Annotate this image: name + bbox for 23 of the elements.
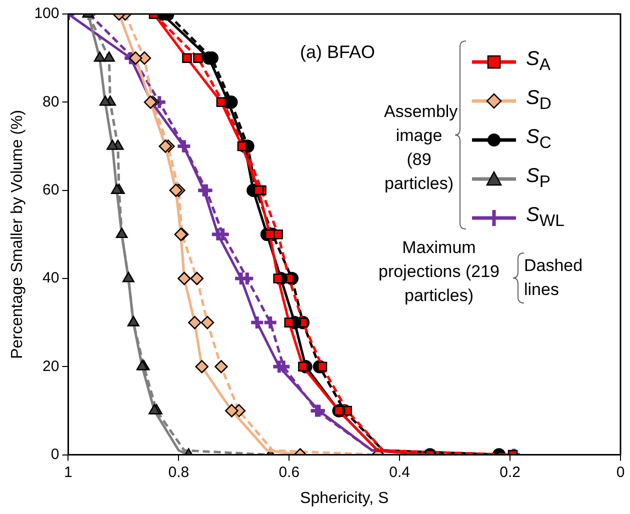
y-tick-label: 0 — [50, 446, 60, 463]
annotation: Assembly image (89 particles) — [384, 101, 458, 195]
annotation: Dashed lines — [524, 255, 583, 301]
y-tick-label: 20 — [42, 358, 60, 375]
legend-label: S$_{A}$ — [526, 48, 550, 74]
y-tick-label: 40 — [42, 270, 60, 287]
y-axis-title: Percentage Smaller by Volume (%) — [9, 110, 26, 359]
x-tick-label: 0.8 — [168, 464, 190, 481]
annotation: Maximum projections (219 particles) — [378, 237, 500, 307]
x-tick-label: 0 — [616, 464, 625, 481]
x-tick-label: 0.4 — [389, 464, 410, 481]
x-tick-label: 1 — [64, 464, 72, 481]
annotation: (a) BFAO — [300, 41, 376, 64]
legend-label: S$_{C}$ — [526, 126, 552, 152]
x-tick-label: 0.2 — [500, 464, 520, 481]
legend-label: S$_{D}$ — [526, 87, 552, 113]
y-tick-label: 100 — [34, 5, 60, 22]
legend-label: S$_{P}$ — [526, 165, 550, 191]
x-tick-label: 0.6 — [278, 464, 300, 481]
y-tick-label: 80 — [42, 93, 60, 110]
y-tick-label: 60 — [42, 181, 60, 198]
legend-label: S$_{WL}$ — [526, 204, 564, 230]
x-axis-title: Sphericity, S — [300, 490, 389, 507]
